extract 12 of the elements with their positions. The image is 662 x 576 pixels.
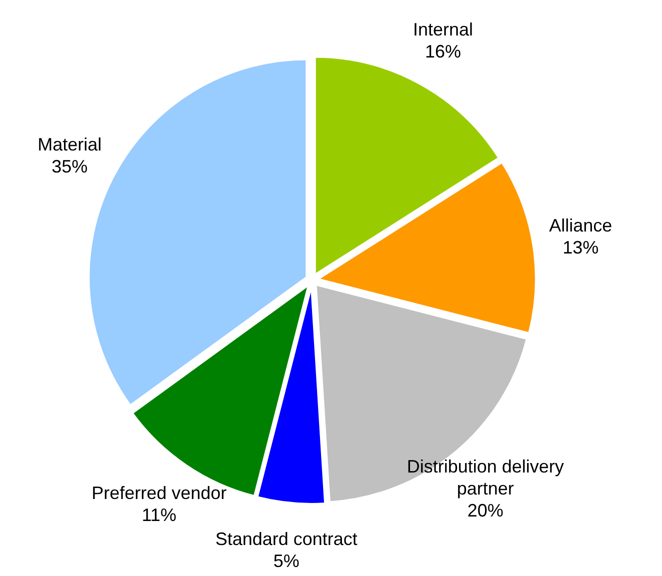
slice-label: Internal [413, 20, 474, 40]
data-label: 35% [52, 156, 88, 177]
slice-label: Distribution delivery partner [406, 456, 564, 499]
slice-label: Preferred vendor [92, 482, 227, 503]
data-label: 5% [273, 550, 300, 571]
slice-label: Standard contract [215, 528, 358, 549]
slice-label: Alliance [549, 215, 612, 236]
data-label: 20% [467, 500, 504, 521]
data-label: 11% [142, 504, 176, 525]
data-label: 16% [425, 42, 462, 62]
data-label: 13% [562, 237, 599, 258]
slice-label: Material [38, 134, 102, 155]
